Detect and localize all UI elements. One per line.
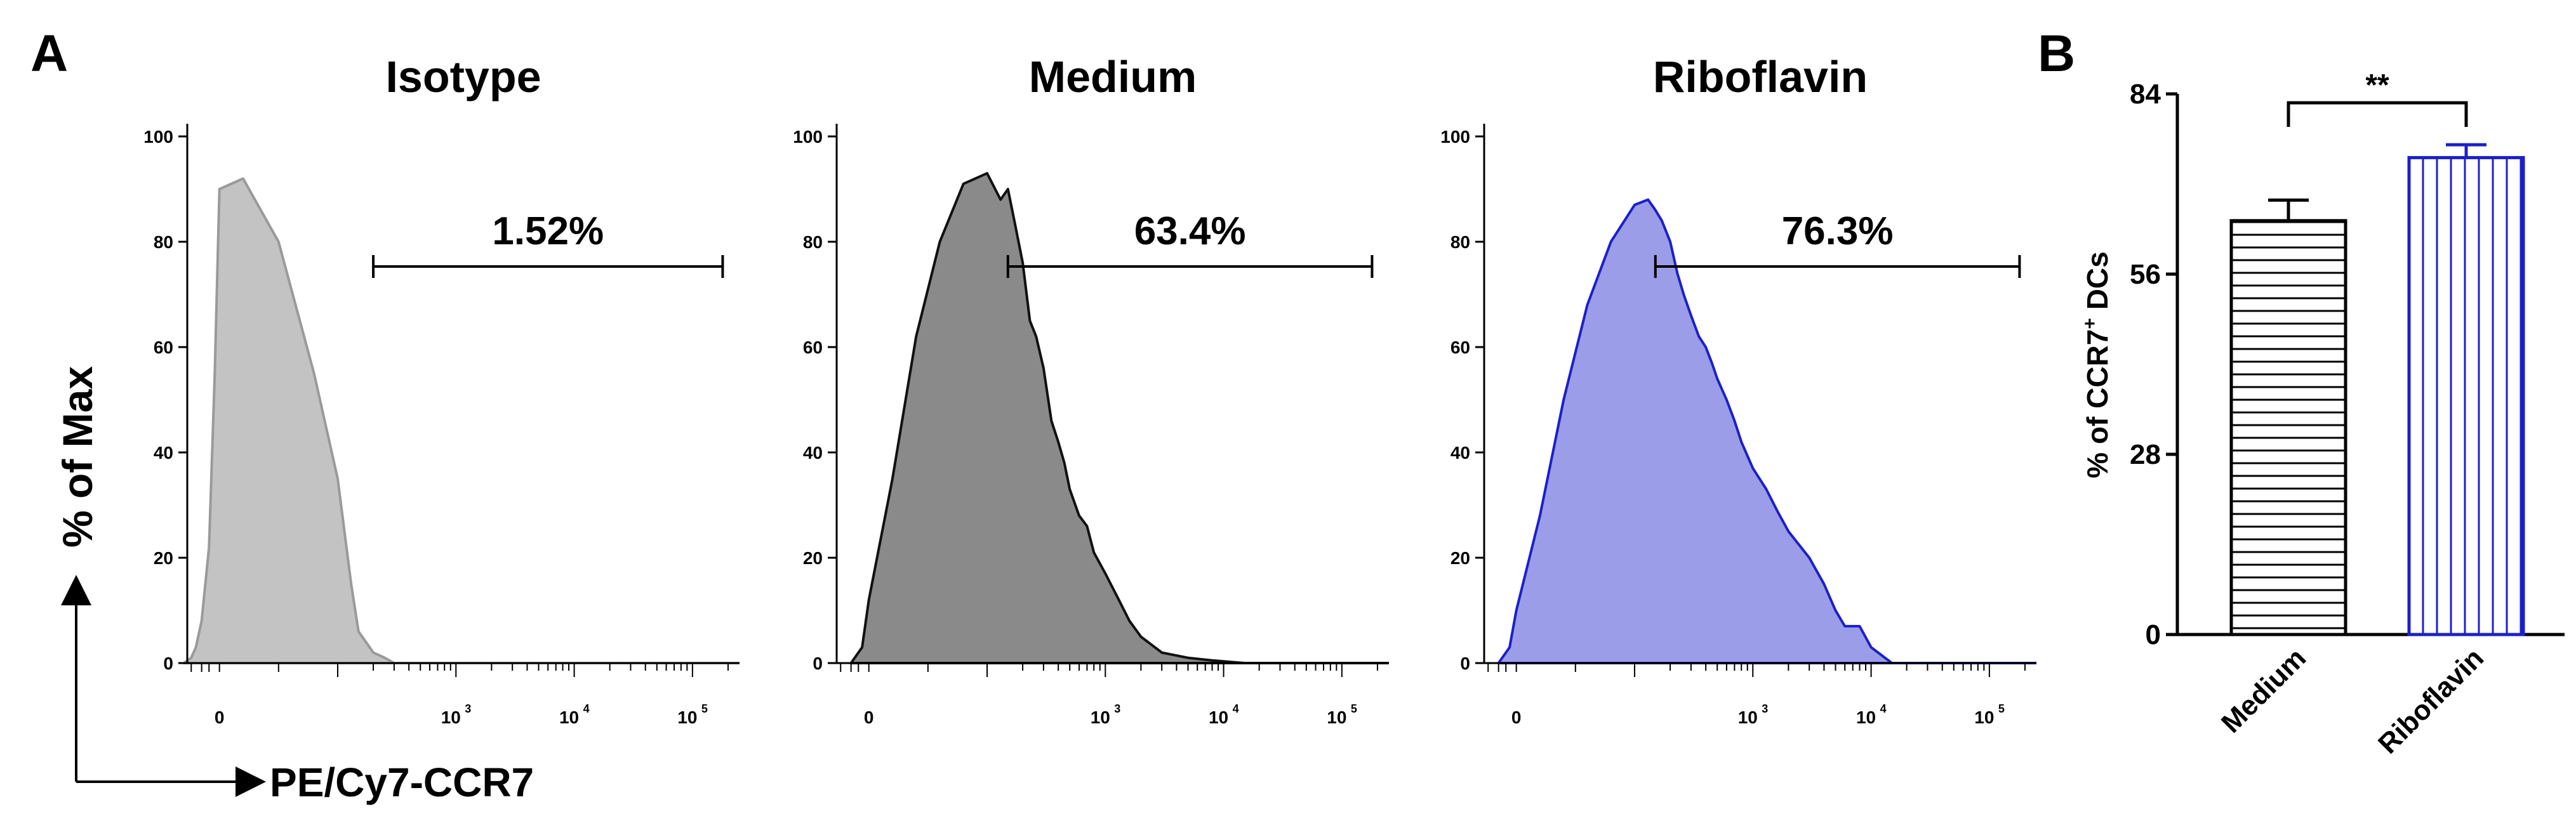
bar-riboflavin	[2407, 155, 2525, 636]
x-tick-label: 10	[1327, 707, 1346, 727]
x-tick-label-exponent: 4	[1233, 702, 1239, 715]
x-tick-label: 10	[1091, 707, 1110, 727]
bar-medium	[2229, 219, 2347, 636]
y-tick-label: 40	[154, 443, 173, 463]
histogram-area	[182, 177, 395, 664]
x-tick-label: 10	[441, 707, 461, 727]
category-label: Riboflavin	[2372, 642, 2490, 760]
x-tick-label-exponent: 3	[465, 702, 471, 715]
y-tick-label: 0	[813, 654, 823, 673]
x-tick-label-exponent: 5	[1351, 702, 1357, 715]
y-tick-label: 20	[1451, 548, 1470, 568]
panel-label-b: B	[2038, 25, 2075, 82]
bar-chart-panel-b: 0 28 56 84 % of CCR7+ DCs Medium Riboflavin **	[2080, 69, 2565, 760]
y-tick-label: 40	[803, 443, 823, 463]
y-tick-label: 60	[803, 338, 823, 357]
gate-percentage-label: 1.52%	[492, 209, 604, 253]
x-tick-label: 10	[1738, 707, 1758, 727]
y-tick-label: 40	[1451, 443, 1470, 463]
y-tick-label: 20	[154, 548, 173, 568]
y-tick-label: 20	[803, 548, 823, 568]
y-tick-label: 80	[1451, 232, 1470, 252]
x-tick-label-zero: 0	[1511, 707, 1522, 727]
histogram-area	[1497, 198, 1894, 664]
histogram-title: Isotype	[385, 52, 541, 102]
bar-y-tick-label: 84	[2130, 79, 2161, 110]
x-tick-label-zero: 0	[864, 707, 874, 727]
bar-y-axis-title: % of CCR7+ DCs	[2080, 251, 2114, 478]
y-tick-label: 60	[154, 338, 173, 357]
significance-bracket	[2287, 101, 2468, 127]
bar-y-tick-label: 56	[2130, 259, 2161, 290]
y-tick-label: 80	[154, 232, 173, 252]
y-tick-label: 100	[793, 127, 823, 147]
histogram-area	[849, 172, 1246, 664]
histogram-y-axis-title: % of Max	[54, 366, 101, 548]
x-tick-label-exponent: 3	[1762, 702, 1768, 715]
y-tick-label: 100	[1440, 127, 1470, 147]
y-tick-label: 100	[143, 127, 173, 147]
y-tick-label: 80	[803, 232, 823, 252]
x-tick-label-exponent: 4	[1880, 702, 1887, 715]
significance-label: **	[2365, 69, 2389, 102]
panel-label-a: A	[30, 25, 68, 82]
x-tick-label: 10	[559, 707, 579, 727]
histogram-title: Medium	[1029, 52, 1197, 102]
x-tick-label-exponent: 4	[583, 702, 590, 715]
histogram-riboflavin: Riboflavin 0 20 40 60 80 100 0 10 3 10 4 10 5 76.3%	[1440, 52, 2036, 727]
histogram-title: Riboflavin	[1653, 52, 1868, 102]
gate-percentage-label: 76.3%	[1782, 209, 1894, 253]
x-tick-label-exponent: 3	[1114, 702, 1120, 715]
x-tick-label: 10	[677, 707, 697, 727]
x-tick-label: 10	[1974, 707, 1994, 727]
histogram-medium: Medium 0 20 40 60 80 100 0 10 3 10 4 10 5 63.4%	[793, 52, 1389, 727]
category-label: Medium	[2215, 642, 2312, 739]
y-tick-label: 0	[163, 654, 173, 673]
x-tick-label: 10	[1856, 707, 1876, 727]
histogram-x-axis-title: PE/Cy7-CCR7	[270, 760, 534, 805]
x-tick-label-exponent: 5	[701, 702, 708, 715]
y-tick-label: 0	[1460, 654, 1470, 673]
histogram-isotype: Isotype 0 20 40 60 80 100 0 10 3 10 4 10 5 1.52%	[143, 52, 740, 727]
x-tick-label-exponent: 5	[1998, 702, 2005, 715]
y-tick-label: 60	[1451, 338, 1470, 357]
x-tick-label: 10	[1209, 707, 1228, 727]
x-tick-label-zero: 0	[215, 707, 225, 727]
gate-percentage-label: 63.4%	[1134, 209, 1246, 253]
bar-y-tick-label: 28	[2130, 439, 2161, 470]
bar-y-tick-label: 0	[2146, 619, 2161, 650]
